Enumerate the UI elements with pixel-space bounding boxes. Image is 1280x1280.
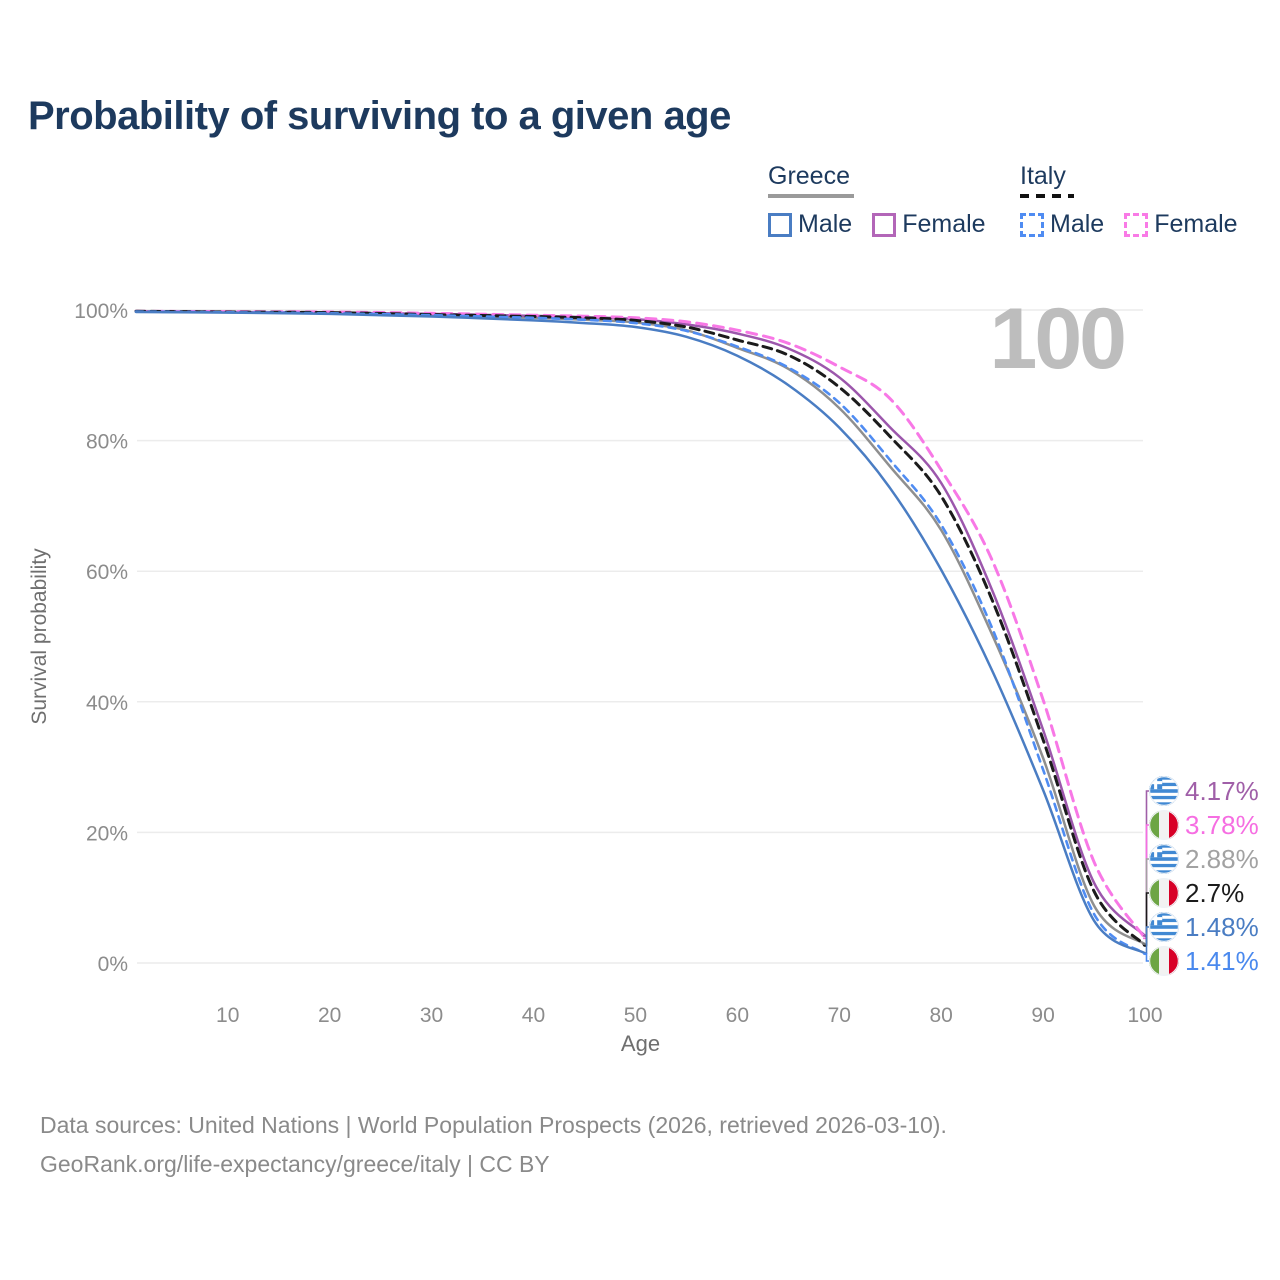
y-tick-label-0: 0% [98,953,128,976]
x-tick-label-100: 100 [1127,1004,1162,1027]
x-tick-label-90: 90 [1031,1004,1054,1027]
x-tick-label-40: 40 [522,1004,545,1027]
end-label-italy-total: 2.7% [1149,876,1259,910]
footer-sources: Data sources: United Nations | World Pop… [40,1112,947,1138]
italy-flag-icon [1149,946,1179,976]
legend-group-greece: Greece Male Female [768,162,986,239]
end-label-greece-total: 2.88% [1149,842,1259,876]
italy-flag-icon [1149,878,1179,908]
greece-male-swatch-icon [768,212,792,237]
x-tick-label-30: 30 [420,1004,443,1027]
greece-total-line-swatch-icon [768,194,854,198]
end-value-italy-male: 1.41% [1185,945,1259,976]
line-greece-female[interactable] [134,310,1147,938]
italy-flag-icon [1149,810,1179,840]
line-italy-male[interactable] [134,310,1147,956]
greece-female-swatch-icon [872,212,897,237]
legend-item-italy-male[interactable]: Male [1020,210,1104,239]
y-tick-label-40: 40% [86,692,128,715]
x-tick-label-50: 50 [624,1004,647,1027]
legend-label-italy-female: Female [1154,210,1238,238]
end-label-italy-male: 1.41% [1149,944,1259,978]
x-tick-label-60: 60 [726,1004,749,1027]
end-value-italy-female: 3.78% [1185,809,1259,840]
legend-label-italy-male: Male [1050,210,1105,238]
footer: Data sources: United Nations | World Pop… [40,1106,947,1184]
italy-male-swatch-icon [1020,212,1044,237]
greece-flag-icon [1149,776,1179,806]
italy-total-line-swatch-icon [1020,194,1074,198]
x-tick-label-10: 10 [216,1004,239,1027]
line-greece-male[interactable] [134,310,1147,955]
end-value-greece-female: 4.17% [1185,775,1259,806]
x-axis-title: Age [621,1031,660,1056]
end-label-greece-female: 4.17% [1149,774,1259,808]
line-italy-total[interactable] [134,309,1147,947]
legend-group-italy: Italy Male Female [1020,162,1238,239]
y-tick-label-60: 60% [86,561,128,584]
legend-item-greece-female[interactable]: Female [872,210,986,239]
greece-flag-icon [1149,912,1179,942]
legend-country-italy-label: Italy [1020,162,1066,190]
end-label-greece-male: 1.48% [1149,910,1259,944]
footer-attribution: GeoRank.org/life-expectancy/greece/italy… [40,1151,550,1177]
legend-country-greece[interactable]: Greece [768,162,986,198]
end-value-greece-total: 2.88% [1185,843,1259,874]
survival-chart[interactable]: 0% 20% 40% 60% 80% 100% 100 10 20 30 40 50 60 70 80 90 1… [0,0,1280,1080]
legend-item-italy-female[interactable]: Female [1124,210,1238,239]
y-tick-label-100: 100% [74,300,128,323]
end-labels: 4.17% 3.78% 2.88% 2.7% 1.48% 1.41% [1149,774,1259,978]
greece-flag-icon [1149,844,1179,874]
legend-country-greece-label: Greece [768,162,850,190]
x-tick-label-20: 20 [318,1004,341,1027]
end-label-italy-female: 3.78% [1149,808,1259,842]
x-tick-label-70: 70 [828,1004,851,1027]
y-axis-title: Survival probability [28,548,51,725]
x-tick-label-80: 80 [929,1004,952,1027]
line-italy-female[interactable] [134,309,1147,940]
y-tick-label-20: 20% [86,822,128,845]
legend-label-greece-female: Female [902,210,986,238]
legend-label-greece-male: Male [798,210,853,238]
hover-age-watermark: 100 [990,291,1125,387]
legend-item-greece-male[interactable]: Male [768,210,852,239]
line-greece-total[interactable] [134,310,1147,946]
legend-country-italy[interactable]: Italy [1020,162,1238,198]
y-tick-label-80: 80% [86,431,128,454]
end-value-italy-total: 2.7% [1185,877,1245,908]
chart-title: Probability of surviving to a given age [28,94,731,138]
end-value-greece-male: 1.48% [1185,911,1259,942]
italy-female-swatch-icon [1124,212,1149,237]
